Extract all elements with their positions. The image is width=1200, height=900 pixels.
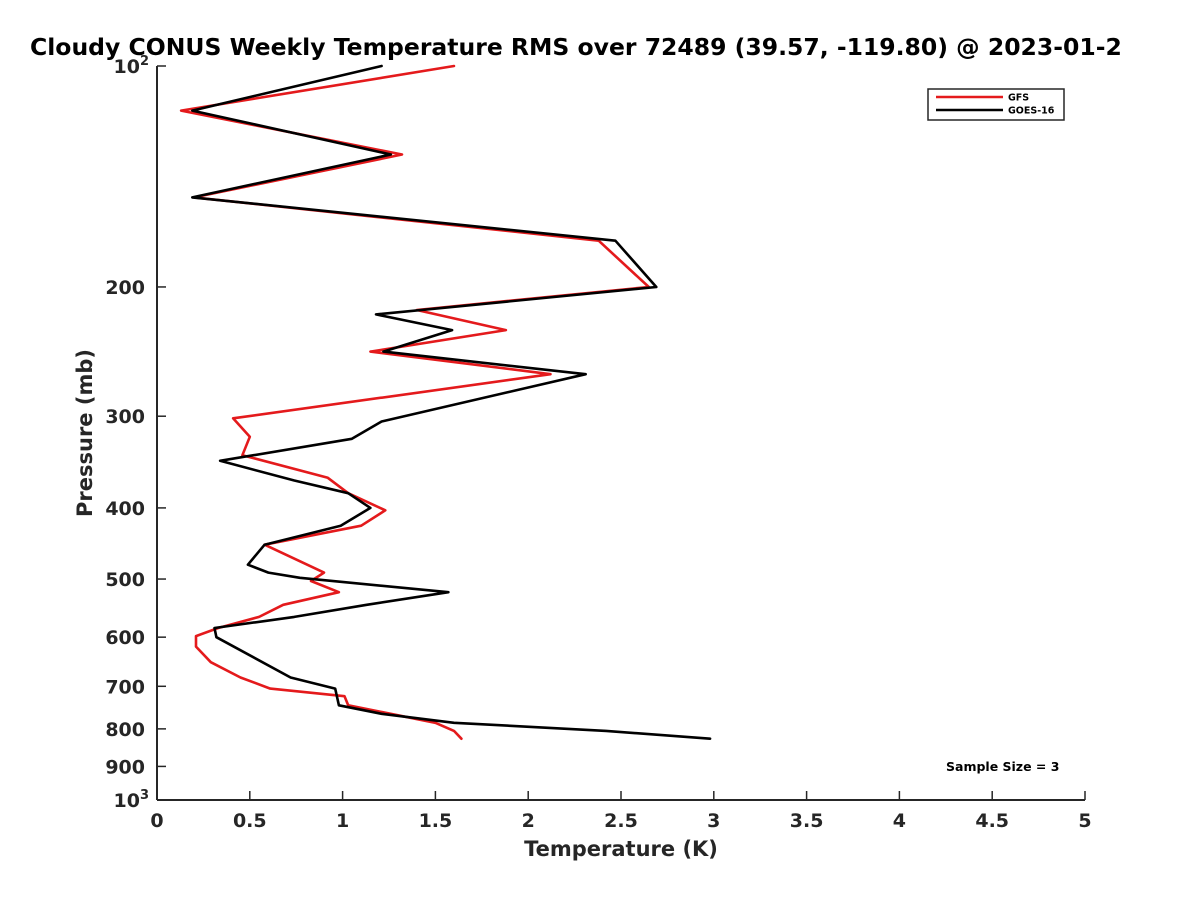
y-tick-label: 600 (105, 627, 145, 649)
x-tick-label: 5 (1078, 810, 1091, 832)
x-ticks: 0 0.5 1 1.5 2 2.5 3 3.5 4 4.5 5 (150, 791, 1092, 832)
y-tick-label: 200 (105, 277, 145, 299)
x-tick-label: 2.5 (604, 810, 638, 832)
x-tick-label: 4.5 (975, 810, 1009, 832)
y-ticks: 102 200 300 400 500 600 700 800 900 103 (105, 54, 166, 812)
x-axis-label: Temperature (K) (524, 837, 718, 861)
x-tick-label: 1 (336, 810, 349, 832)
y-tick-label: 700 (105, 676, 145, 698)
sample-size-annotation: Sample Size = 3 (946, 759, 1059, 774)
legend-label-goes16: GOES-16 (1008, 106, 1055, 117)
x-tick-label: 3 (707, 810, 720, 832)
x-tick-label: 1.5 (419, 810, 453, 832)
legend-box (927, 88, 1065, 121)
legend-label-gfs: GFS (1008, 93, 1029, 104)
x-tick-label: 0.5 (233, 810, 267, 832)
plot-background (157, 66, 1085, 800)
y-tick-label: 900 (105, 756, 145, 778)
y-axis-label: Pressure (mb) (73, 349, 97, 517)
y-tick-label: 102 (114, 54, 150, 78)
y-tick-label: 300 (105, 406, 145, 428)
chart-title: Cloudy CONUS Weekly Temperature RMS over… (30, 33, 1122, 61)
y-tick-label: 400 (105, 498, 145, 520)
series-layer (179, 64, 712, 741)
y-tick-label: 500 (105, 569, 145, 591)
x-tick-label: 3.5 (790, 810, 824, 832)
x-tick-label: 2 (522, 810, 535, 832)
plot-area: 0 0.5 1 1.5 2 2.5 3 3.5 4 4.5 5 102 200 300 400 500 600… (105, 54, 1091, 832)
y-tick-label: 103 (114, 788, 150, 812)
y-tick-label: 800 (105, 719, 145, 741)
legend: GFS GOES-16 (927, 88, 1065, 121)
series-line-goes16 (191, 64, 712, 741)
x-tick-label: 0 (150, 810, 163, 832)
x-tick-label: 4 (893, 810, 906, 832)
